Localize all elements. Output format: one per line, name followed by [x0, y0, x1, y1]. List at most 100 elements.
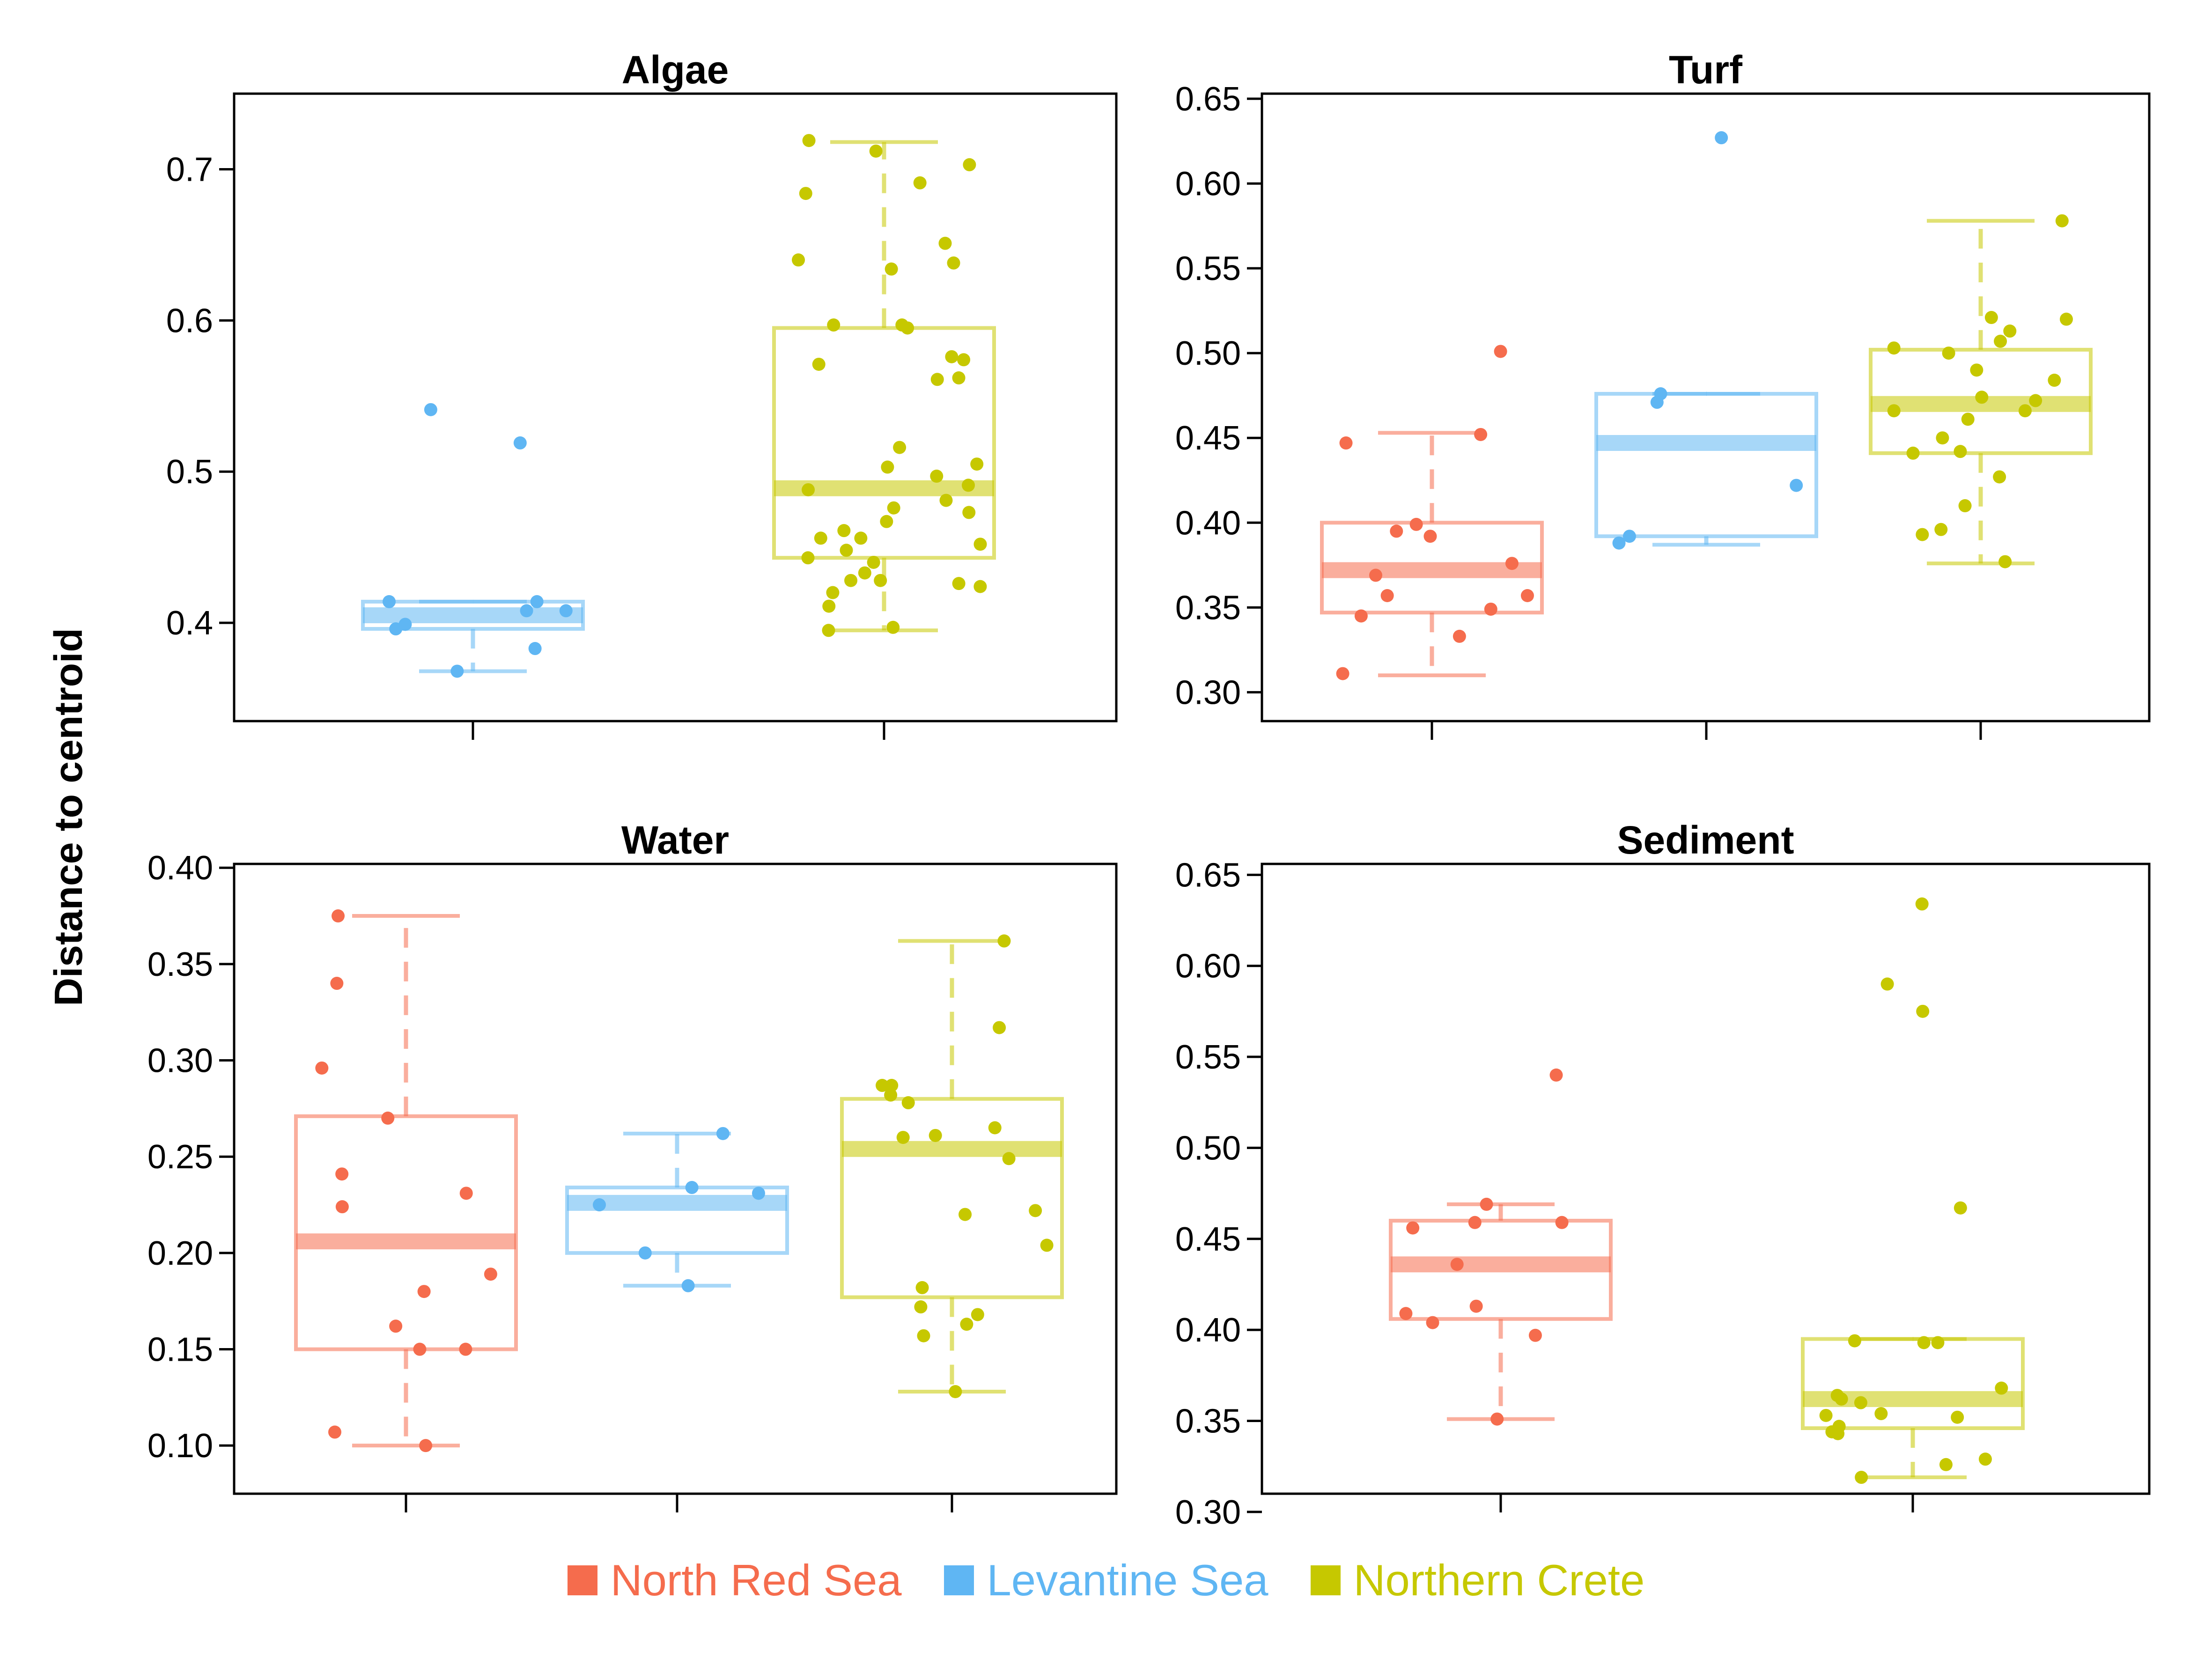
- data-point: [1494, 345, 1507, 358]
- data-point: [1880, 977, 1894, 991]
- data-point: [1549, 1068, 1563, 1082]
- data-point: [929, 1128, 942, 1142]
- data-point: [1887, 404, 1901, 418]
- box-north-red-sea: [1389, 1068, 1613, 1512]
- data-point: [930, 373, 944, 386]
- data-point: [332, 909, 345, 923]
- y-tick-label: 0.30: [147, 1042, 213, 1080]
- data-point: [389, 622, 403, 636]
- data-point: [1887, 341, 1901, 355]
- panel-title-sediment: Sediment: [1617, 818, 1794, 862]
- data-point: [1380, 589, 1394, 602]
- data-point: [1958, 499, 1972, 513]
- data-point: [963, 158, 976, 171]
- iqr-box: [840, 1097, 1064, 1299]
- data-point: [592, 1198, 606, 1212]
- data-point: [413, 1342, 427, 1356]
- data-point: [389, 1320, 403, 1333]
- panel-title-turf: Turf: [1669, 48, 1743, 92]
- data-point: [913, 176, 927, 190]
- y-tick-label: 0.50: [1175, 335, 1241, 372]
- panel-turf: Turf 0.30 0.35 0.40 0.45 0.50 0.55 0.60 0.65: [1175, 48, 2151, 740]
- data-point: [858, 566, 871, 580]
- data-point: [1450, 1258, 1464, 1271]
- data-point: [947, 256, 960, 270]
- data-point: [419, 1439, 433, 1453]
- data-point: [1339, 436, 1353, 450]
- data-point: [716, 1127, 730, 1140]
- data-point: [901, 1096, 915, 1110]
- data-point: [799, 187, 812, 200]
- data-point: [328, 1425, 341, 1439]
- data-point: [887, 501, 900, 515]
- y-tick-label: 0.60: [1175, 165, 1241, 203]
- plot-frame: [1261, 863, 2151, 1495]
- data-point: [885, 1079, 899, 1092]
- panel-title-water: Water: [621, 818, 729, 862]
- data-point: [1954, 1201, 1967, 1215]
- data-point: [952, 577, 966, 590]
- data-point: [1790, 479, 1803, 492]
- data-point: [1831, 1427, 1845, 1440]
- box-north-red-sea: [1320, 345, 1544, 740]
- data-point: [530, 595, 544, 608]
- data-point: [914, 1300, 928, 1314]
- data-point: [1855, 1471, 1868, 1484]
- data-point: [752, 1187, 765, 1200]
- data-point: [881, 460, 894, 474]
- data-point: [827, 318, 841, 332]
- data-point: [1848, 1334, 1861, 1348]
- data-point: [880, 515, 893, 528]
- y-tick-label: 0.65: [1175, 856, 1241, 894]
- data-point: [1423, 530, 1437, 543]
- data-point: [1970, 363, 1983, 377]
- legend-swatch-levantine-sea: [944, 1565, 974, 1595]
- data-point: [1715, 131, 1728, 145]
- data-point: [1484, 602, 1497, 616]
- data-point: [1934, 523, 1948, 536]
- y-tick-label: 0.30: [1175, 674, 1241, 711]
- legend-label-levantine-sea: Levantine Sea: [987, 1556, 1268, 1605]
- y-tick-label: 0.45: [1175, 420, 1241, 457]
- y-tick-label: 0.55: [1175, 1039, 1241, 1076]
- data-point: [2055, 214, 2069, 228]
- y-tick-label: 0.40: [1175, 1312, 1241, 1349]
- y-tick-label: 0.30: [1175, 1494, 1241, 1531]
- data-point: [1336, 667, 1349, 680]
- data-point: [945, 350, 959, 363]
- y-tick-label: 0.6: [166, 302, 213, 339]
- data-point: [952, 371, 966, 385]
- data-point: [885, 262, 898, 276]
- data-point: [840, 544, 853, 557]
- y-tick-label: 0.40: [147, 849, 213, 887]
- y-tick-label: 0.40: [1175, 504, 1241, 542]
- data-point: [1040, 1239, 1054, 1252]
- data-point: [971, 1308, 984, 1321]
- data-point: [1406, 1221, 1420, 1235]
- data-point: [2029, 394, 2042, 407]
- data-point: [1939, 1458, 1953, 1471]
- data-point: [315, 1061, 329, 1075]
- data-point: [802, 134, 816, 147]
- data-point: [1819, 1408, 1833, 1422]
- data-point: [876, 1079, 889, 1092]
- data-point: [1954, 445, 1967, 458]
- panel-sediment: Sediment 0.30 0.35 0.40 0.45 0.50 0.55 0.60 0.65: [1175, 818, 2151, 1531]
- data-point: [1874, 1407, 1888, 1420]
- panel-title-algae: Algae: [622, 48, 729, 92]
- data-point: [822, 624, 835, 637]
- data-point: [1942, 347, 1955, 360]
- data-point: [1993, 470, 2006, 484]
- data-point: [1490, 1412, 1504, 1426]
- data-point: [844, 574, 858, 587]
- panel-water: Water 0.10 0.15 0.20 0.25 0.30 0.35 0.40: [147, 818, 1118, 1512]
- data-point: [959, 1208, 972, 1221]
- y-tick-label: 0.25: [147, 1138, 213, 1176]
- y-tick-label: 0.7: [166, 151, 213, 188]
- data-point: [1906, 446, 1920, 460]
- data-point: [826, 586, 840, 599]
- panel-algae: Algae 0.4 0.5 0.6 0.7: [166, 48, 1118, 740]
- data-point: [1961, 413, 1975, 426]
- data-point: [1354, 609, 1368, 623]
